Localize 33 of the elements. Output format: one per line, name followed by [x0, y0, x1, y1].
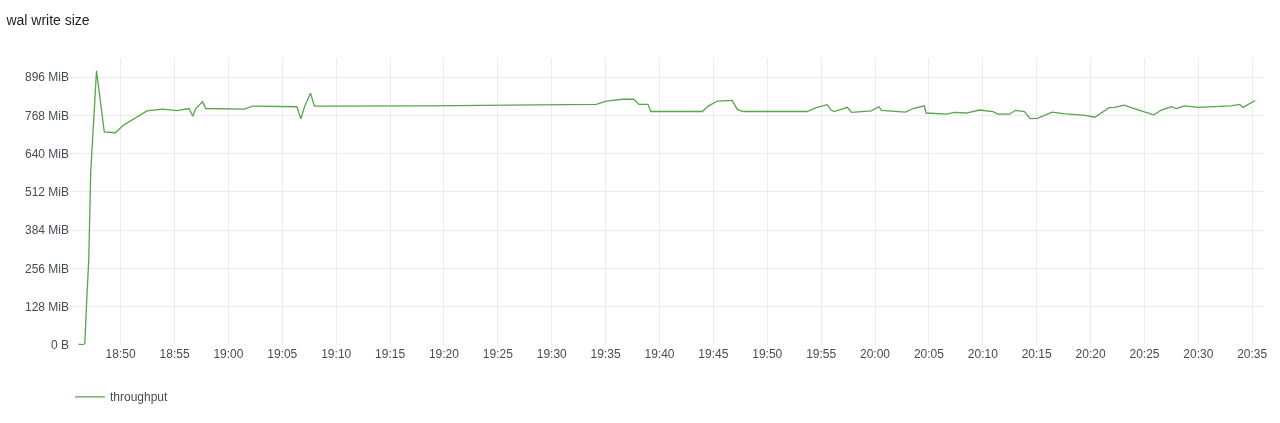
x-tick-label: 20:20: [1075, 347, 1106, 361]
x-tick-label: 19:05: [267, 347, 298, 361]
x-tick-label: 19:35: [590, 347, 621, 361]
y-tick-label: 128 MiB: [24, 299, 69, 314]
x-tick-label: 20:25: [1129, 347, 1160, 361]
x-tick-label: 19:45: [698, 347, 729, 361]
x-tick-label: 19:40: [644, 347, 675, 361]
y-tick-label: 896 MiB: [24, 70, 69, 85]
x-tick-label: 19:30: [536, 347, 568, 361]
x-tick-label: 20:35: [1237, 347, 1268, 361]
y-tick-label: 512 MiB: [24, 185, 69, 200]
y-tick-label: 384 MiB: [24, 223, 69, 238]
x-tick-label: 19:55: [806, 347, 837, 361]
x-tick-label: 18:55: [159, 347, 190, 361]
y-tick-label: 256 MiB: [24, 261, 69, 276]
x-tick-label: 19:10: [321, 347, 352, 361]
x-tick-label: 20:05: [913, 347, 945, 361]
x-tick-label: 19:20: [428, 347, 460, 361]
line-series: [77, 70, 1256, 345]
x-tick-label: 19:00: [213, 347, 244, 361]
x-tick-label: 20:10: [967, 347, 999, 361]
x-tick-label: 20:30: [1183, 347, 1214, 361]
y-tick-label: 640 MiB: [24, 146, 69, 161]
legend-label: throughput: [110, 390, 169, 405]
x-tick-label: 19:50: [752, 347, 783, 361]
x-tick-label: 18:50: [105, 347, 136, 361]
y-tick-label: 768 MiB: [24, 108, 69, 123]
x-tick-label: 20:00: [860, 347, 891, 361]
y-tick-label: 0 B: [50, 338, 69, 353]
x-tick-label: 20:15: [1021, 347, 1053, 361]
chart-title: wal write size: [5, 11, 90, 28]
x-tick-label: 19:25: [482, 347, 514, 361]
x-tick-label: 19:15: [375, 347, 406, 361]
